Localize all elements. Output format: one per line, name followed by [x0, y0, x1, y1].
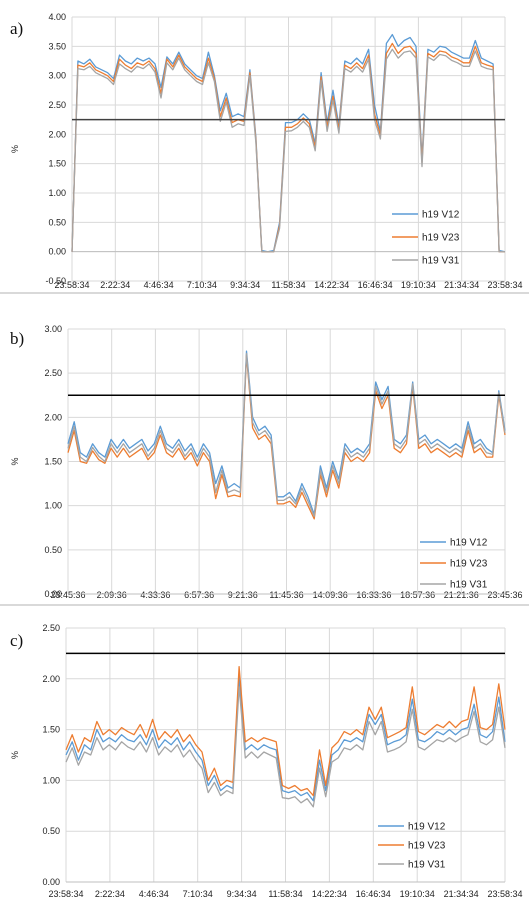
y-tick-label: 2.50 [44, 368, 62, 378]
series-line-h19-v12 [71, 33, 506, 253]
x-tick-label: 23:58:34 [48, 889, 83, 899]
legend-label: h19 V12 [422, 210, 460, 221]
x-tick-label: 23:58:34 [487, 889, 522, 899]
chart-panel-c: 0.00 0.50 1.00 1.50 2.00 2.50 23:58:34 2:22:34 4… [0, 606, 529, 904]
y-tick-label: 3.00 [48, 71, 66, 81]
x-tick-label: 19:10:34 [401, 280, 436, 290]
x-tick-label: 2:22:34 [100, 280, 130, 290]
series-line-h19-v31 [65, 686, 506, 808]
legend-label: h19 V12 [408, 822, 446, 833]
x-tick-label: 23:58:34 [54, 280, 89, 290]
x-tick-label: 9:21:36 [228, 590, 258, 600]
y-tick-label: 2.50 [48, 100, 66, 110]
x-tick-label: 23:45:36 [50, 590, 85, 600]
y-tick-label: 2.00 [42, 674, 60, 684]
x-tick-label: 23:45:36 [487, 590, 522, 600]
x-tick-label: 21:34:34 [444, 280, 479, 290]
y-tick-label: 2.00 [48, 129, 66, 139]
y-tick-label: 0.00 [48, 247, 66, 257]
x-tick-label: 14:22:34 [312, 889, 347, 899]
x-tick-label: 6:57:36 [184, 590, 214, 600]
y-tick-label: 3.50 [48, 41, 66, 51]
y-tick-label: 4.00 [48, 12, 66, 22]
x-tick-label: 19:10:34 [400, 889, 435, 899]
series-line-h19-v12 [67, 350, 506, 516]
y-axis-label: % [10, 751, 20, 759]
y-tick-label: 0.00 [42, 877, 60, 887]
y-tick-label: 2.00 [44, 412, 62, 422]
x-tick-label: 14:22:34 [314, 280, 349, 290]
x-tick-label: 11:58:34 [268, 889, 302, 899]
x-tick-label: 2:09:36 [97, 590, 127, 600]
y-tick-label: 1.50 [44, 457, 62, 467]
legend-label: h19 V31 [422, 256, 460, 267]
series-line-h19-v12 [65, 676, 506, 802]
y-tick-label: 3.00 [44, 324, 62, 334]
panel-label: c) [10, 631, 23, 650]
x-tick-label: 11:45:36 [269, 590, 303, 600]
x-tick-label: 7:10:34 [183, 889, 213, 899]
panel-label: b) [10, 329, 24, 348]
x-tick-label: 7:10:34 [187, 280, 217, 290]
chart-panel-b: 0.00 0.50 1.00 1.50 2.00 2.50 3.00 23:45:36 2:09… [0, 294, 529, 604]
series-line-h19-v23 [67, 354, 506, 520]
chart-a-svg: -0.50 0.00 0.50 1.00 1.50 2.00 2.50 3.00 3.50 4.0… [10, 12, 523, 290]
series-line-h19-v31 [67, 353, 506, 517]
x-tick-label: 2:22:34 [95, 889, 125, 899]
x-tick-label: 4:46:34 [144, 280, 174, 290]
chart-panel-a: -0.50 0.00 0.50 1.00 1.50 2.00 2.50 3.00 3.50 4.0… [0, 0, 529, 292]
x-tick-label: 16:33:36 [356, 590, 391, 600]
y-tick-label: 1.00 [44, 501, 62, 511]
x-tick-label: 14:09:36 [313, 590, 348, 600]
x-tick-label: 21:34:34 [444, 889, 479, 899]
y-tick-label: 0.50 [42, 826, 60, 836]
legend-label: h19 V31 [450, 580, 488, 591]
y-tick-label: 1.50 [42, 725, 60, 735]
x-tick-label: 16:46:34 [358, 280, 393, 290]
legend-label: h19 V31 [408, 860, 446, 871]
series-line-h19-v23 [71, 42, 505, 253]
chart-b-svg: 0.00 0.50 1.00 1.50 2.00 2.50 3.00 23:45:36 2:09… [10, 324, 523, 600]
y-tick-label: 1.50 [48, 159, 66, 169]
series-line-h19-v31 [71, 48, 505, 253]
x-tick-label: 18:57:36 [400, 590, 435, 600]
legend-label: h19 V23 [422, 233, 460, 244]
legend-label: h19 V23 [408, 841, 446, 852]
x-tick-label: 9:34:34 [230, 280, 260, 290]
x-tick-label: 4:33:36 [140, 590, 170, 600]
legend-label: h19 V12 [450, 538, 488, 549]
y-tick-label: 0.00 [44, 589, 62, 599]
panel-label: a) [10, 19, 23, 38]
y-tick-label: 1.00 [48, 188, 66, 198]
y-tick-label: 0.50 [48, 217, 66, 227]
x-tick-label: 16:46:34 [356, 889, 391, 899]
x-tick-label: 21:21:36 [444, 590, 479, 600]
y-tick-label: 1.00 [42, 775, 60, 785]
x-tick-label: 9:34:34 [227, 889, 257, 899]
x-tick-label: 4:46:34 [139, 889, 169, 899]
panel-divider [0, 292, 529, 294]
y-tick-label: 2.50 [42, 623, 60, 633]
y-axis-label: % [10, 145, 20, 153]
panel-divider [0, 604, 529, 606]
y-tick-label: -0.50 [45, 276, 66, 286]
x-tick-label: 23:58:34 [487, 280, 522, 290]
chart-c-svg: 0.00 0.50 1.00 1.50 2.00 2.50 23:58:34 2:22:34 4… [10, 623, 523, 899]
legend-label: h19 V23 [450, 559, 488, 570]
series-line-h19-v23 [65, 665, 506, 797]
y-tick-label: 0.50 [44, 545, 62, 555]
x-tick-label: 11:58:34 [271, 280, 305, 290]
y-axis-label: % [10, 457, 20, 465]
